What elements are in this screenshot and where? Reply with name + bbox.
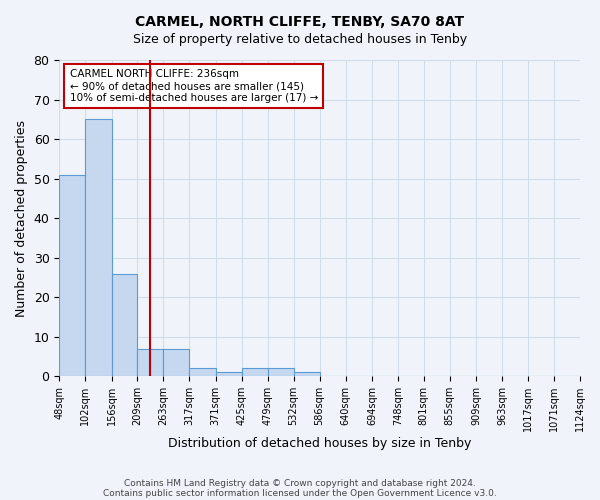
Bar <box>293 372 320 376</box>
Bar <box>190 368 215 376</box>
Bar <box>85 120 112 376</box>
Y-axis label: Number of detached properties: Number of detached properties <box>15 120 28 316</box>
Bar <box>59 174 85 376</box>
Text: Size of property relative to detached houses in Tenby: Size of property relative to detached ho… <box>133 32 467 46</box>
Bar <box>268 368 293 376</box>
Text: Contains public sector information licensed under the Open Government Licence v3: Contains public sector information licen… <box>103 488 497 498</box>
Bar <box>215 372 242 376</box>
Bar <box>137 348 163 376</box>
X-axis label: Distribution of detached houses by size in Tenby: Distribution of detached houses by size … <box>168 437 472 450</box>
Text: CARMEL, NORTH CLIFFE, TENBY, SA70 8AT: CARMEL, NORTH CLIFFE, TENBY, SA70 8AT <box>136 15 464 29</box>
Text: Contains HM Land Registry data © Crown copyright and database right 2024.: Contains HM Land Registry data © Crown c… <box>124 478 476 488</box>
Bar <box>242 368 268 376</box>
Bar <box>163 348 190 376</box>
Text: CARMEL NORTH CLIFFE: 236sqm
← 90% of detached houses are smaller (145)
10% of se: CARMEL NORTH CLIFFE: 236sqm ← 90% of det… <box>70 70 318 102</box>
Bar <box>112 274 137 376</box>
